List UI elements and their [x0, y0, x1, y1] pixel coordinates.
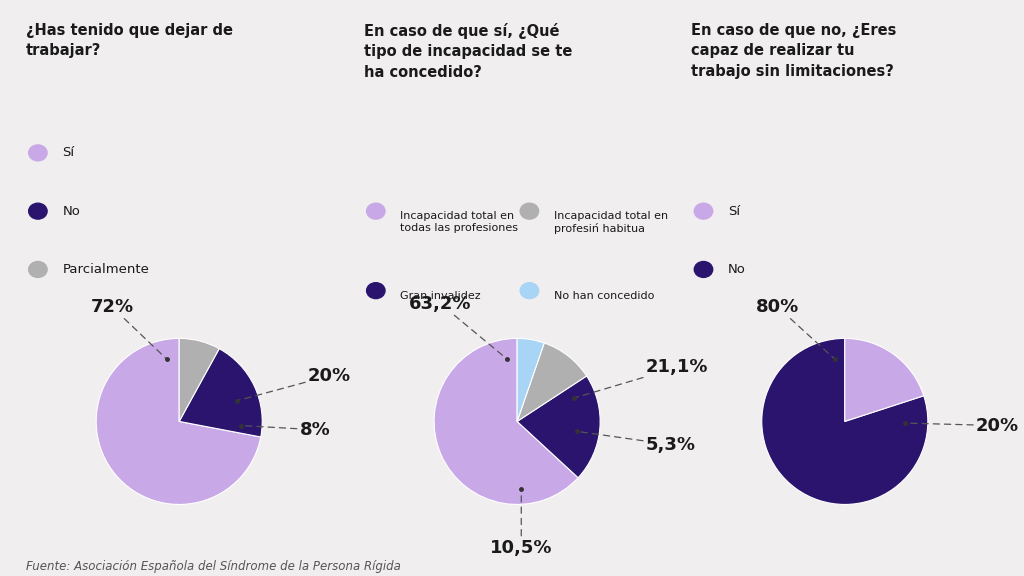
Circle shape [694, 262, 713, 278]
Text: Parcialmente: Parcialmente [62, 263, 150, 276]
Circle shape [694, 203, 713, 219]
Text: En caso de que no, ¿Eres
capaz de realizar tu
trabajo sin limitaciones?: En caso de que no, ¿Eres capaz de realiz… [691, 23, 897, 79]
Circle shape [29, 203, 47, 219]
Text: No han concedido: No han concedido [554, 291, 654, 301]
Wedge shape [179, 338, 219, 422]
Circle shape [367, 203, 385, 219]
Wedge shape [434, 338, 579, 505]
Circle shape [29, 145, 47, 161]
Text: No: No [728, 263, 745, 276]
Text: 20%: 20% [904, 416, 1019, 434]
Wedge shape [517, 376, 600, 478]
Wedge shape [179, 348, 262, 437]
Text: Gran invalidez: Gran invalidez [400, 291, 481, 301]
Text: 5,3%: 5,3% [577, 431, 696, 454]
Text: Sí: Sí [728, 204, 740, 218]
Circle shape [520, 283, 539, 298]
Text: Sí: Sí [62, 146, 75, 160]
Text: 80%: 80% [756, 298, 835, 359]
Text: 8%: 8% [242, 420, 331, 439]
Text: Fuente: Asociación Española del Síndrome de la Persona Rígida: Fuente: Asociación Española del Síndrome… [26, 560, 400, 573]
Circle shape [520, 203, 539, 219]
Circle shape [29, 262, 47, 278]
Text: No: No [62, 204, 80, 218]
Text: ¿Has tenido que dejar de
trabajar?: ¿Has tenido que dejar de trabajar? [26, 23, 232, 58]
Wedge shape [517, 343, 587, 422]
Text: En caso de que sí, ¿Qué
tipo de incapacidad se te
ha concedido?: En caso de que sí, ¿Qué tipo de incapaci… [364, 23, 571, 80]
Circle shape [367, 283, 385, 298]
Wedge shape [96, 338, 261, 505]
Wedge shape [762, 338, 928, 505]
Text: 72%: 72% [90, 298, 167, 359]
Text: 63,2%: 63,2% [409, 294, 507, 359]
Text: Incapacidad total en
todas las profesiones: Incapacidad total en todas las profesion… [400, 211, 518, 233]
Wedge shape [517, 338, 544, 422]
Text: 21,1%: 21,1% [573, 358, 709, 398]
Text: 20%: 20% [238, 367, 351, 401]
Text: 10,5%: 10,5% [490, 490, 553, 556]
Text: Incapacidad total en
profesiń habitua: Incapacidad total en profesiń habitua [554, 211, 668, 234]
Wedge shape [845, 338, 924, 422]
